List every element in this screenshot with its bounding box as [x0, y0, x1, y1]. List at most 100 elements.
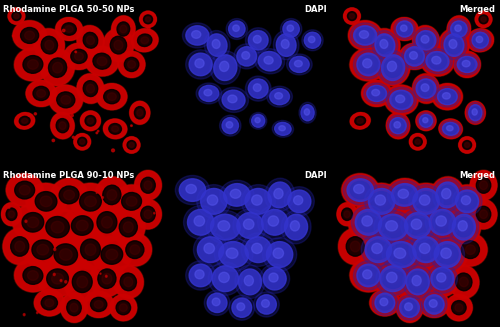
Ellipse shape — [399, 262, 437, 302]
Ellipse shape — [104, 90, 120, 104]
Ellipse shape — [196, 185, 231, 218]
Ellipse shape — [450, 40, 458, 50]
Ellipse shape — [392, 18, 418, 40]
Ellipse shape — [15, 259, 51, 292]
Ellipse shape — [409, 233, 443, 267]
Ellipse shape — [246, 76, 271, 101]
Ellipse shape — [214, 238, 253, 271]
Ellipse shape — [86, 36, 94, 44]
Ellipse shape — [131, 28, 158, 52]
Ellipse shape — [54, 273, 55, 276]
Ellipse shape — [432, 57, 442, 66]
Ellipse shape — [116, 301, 130, 315]
Ellipse shape — [62, 23, 76, 35]
Ellipse shape — [346, 237, 364, 256]
Ellipse shape — [436, 245, 458, 264]
Ellipse shape — [392, 184, 418, 206]
Ellipse shape — [431, 177, 464, 213]
Ellipse shape — [412, 275, 421, 286]
Ellipse shape — [432, 56, 441, 64]
Ellipse shape — [104, 29, 133, 61]
Ellipse shape — [127, 141, 136, 149]
Ellipse shape — [124, 137, 140, 153]
Ellipse shape — [56, 119, 69, 133]
Ellipse shape — [80, 111, 100, 130]
Ellipse shape — [10, 237, 29, 256]
Ellipse shape — [458, 136, 475, 153]
Ellipse shape — [428, 237, 467, 272]
Ellipse shape — [226, 122, 232, 128]
Ellipse shape — [20, 27, 38, 43]
Ellipse shape — [26, 80, 56, 106]
Ellipse shape — [256, 295, 276, 314]
Ellipse shape — [252, 114, 265, 127]
Ellipse shape — [374, 261, 413, 296]
Ellipse shape — [71, 114, 74, 117]
Ellipse shape — [448, 209, 480, 245]
Ellipse shape — [362, 80, 392, 106]
Ellipse shape — [126, 241, 144, 259]
Ellipse shape — [456, 25, 462, 33]
Ellipse shape — [218, 272, 230, 283]
Ellipse shape — [204, 89, 212, 96]
Ellipse shape — [432, 212, 452, 233]
Ellipse shape — [287, 25, 294, 31]
Ellipse shape — [108, 93, 116, 100]
Ellipse shape — [90, 297, 107, 312]
Ellipse shape — [375, 195, 386, 205]
Ellipse shape — [41, 50, 74, 85]
Ellipse shape — [141, 37, 148, 44]
Ellipse shape — [104, 119, 126, 139]
Ellipse shape — [96, 192, 98, 193]
Ellipse shape — [96, 132, 98, 134]
Ellipse shape — [406, 269, 430, 295]
Ellipse shape — [454, 52, 480, 77]
Ellipse shape — [112, 265, 144, 299]
Ellipse shape — [418, 291, 450, 318]
Ellipse shape — [302, 30, 323, 51]
Ellipse shape — [476, 206, 491, 222]
Ellipse shape — [244, 219, 254, 229]
Ellipse shape — [422, 36, 430, 44]
Ellipse shape — [15, 48, 51, 80]
Ellipse shape — [14, 112, 35, 129]
Ellipse shape — [230, 189, 241, 198]
Ellipse shape — [402, 44, 427, 69]
Ellipse shape — [424, 203, 460, 242]
Ellipse shape — [396, 292, 423, 323]
Ellipse shape — [88, 292, 90, 295]
Ellipse shape — [245, 188, 272, 214]
Ellipse shape — [386, 272, 397, 283]
Ellipse shape — [418, 81, 433, 96]
Ellipse shape — [354, 26, 376, 45]
Ellipse shape — [241, 233, 276, 267]
Ellipse shape — [44, 235, 87, 274]
Ellipse shape — [220, 61, 229, 72]
Ellipse shape — [118, 52, 144, 77]
Ellipse shape — [258, 206, 292, 239]
Ellipse shape — [356, 27, 374, 43]
Ellipse shape — [350, 181, 370, 199]
Ellipse shape — [410, 53, 419, 60]
Ellipse shape — [408, 271, 428, 293]
Ellipse shape — [23, 232, 62, 267]
Ellipse shape — [90, 213, 92, 214]
Ellipse shape — [28, 209, 29, 210]
Ellipse shape — [72, 216, 93, 235]
Ellipse shape — [34, 113, 36, 115]
Ellipse shape — [37, 260, 78, 297]
Ellipse shape — [220, 180, 254, 210]
Ellipse shape — [80, 139, 84, 144]
Ellipse shape — [363, 271, 374, 280]
Ellipse shape — [102, 216, 112, 228]
Ellipse shape — [35, 192, 57, 211]
Ellipse shape — [64, 43, 94, 69]
Ellipse shape — [365, 237, 392, 263]
Ellipse shape — [426, 261, 459, 296]
Ellipse shape — [372, 290, 398, 316]
Ellipse shape — [436, 273, 446, 282]
Ellipse shape — [85, 115, 96, 126]
Ellipse shape — [62, 29, 65, 32]
Ellipse shape — [72, 229, 110, 270]
Ellipse shape — [426, 297, 442, 312]
